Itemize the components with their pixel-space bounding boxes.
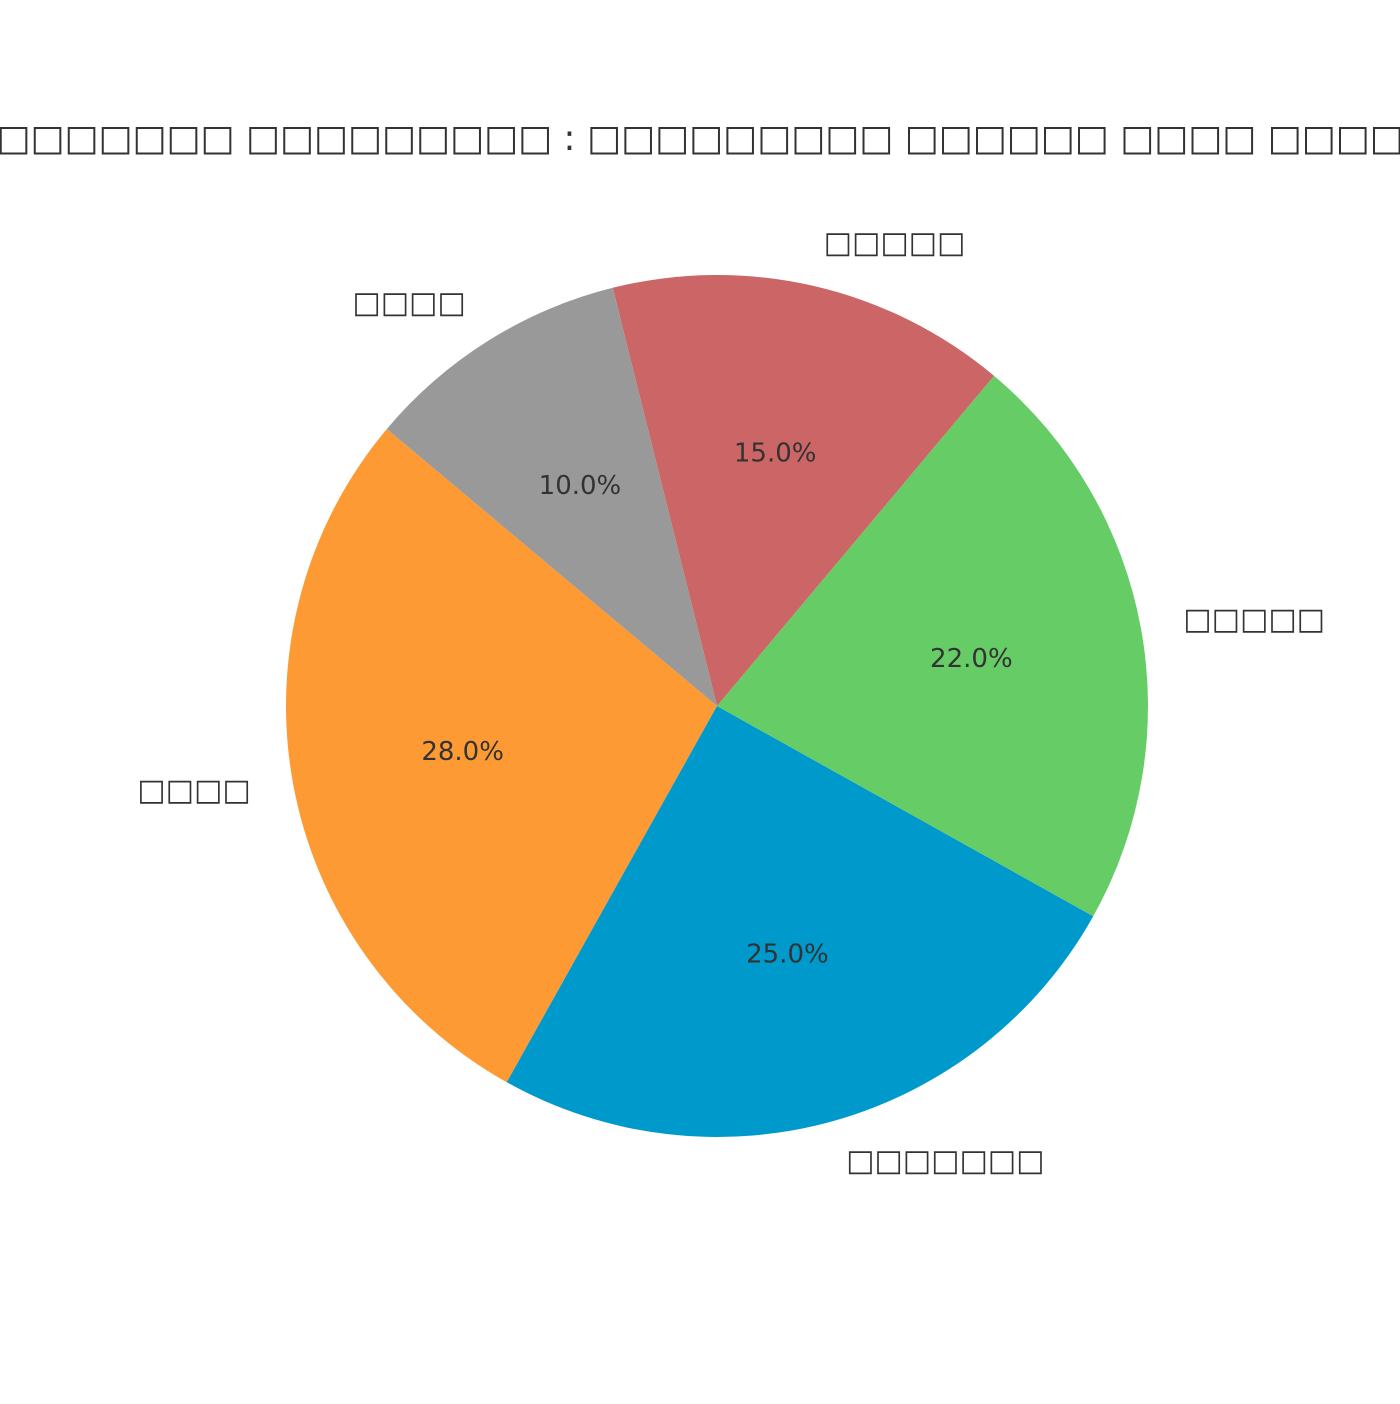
pie-slice <box>386 287 717 706</box>
slice-label: □□□□ <box>137 773 250 808</box>
value-label: 10.0% <box>539 471 622 501</box>
pie-slice <box>717 375 1148 917</box>
value-label: 15.0% <box>734 439 817 469</box>
pie-slice <box>506 706 1094 1137</box>
pie-slice <box>612 275 995 706</box>
value-label: 25.0% <box>746 939 829 969</box>
chart-title: □□□□□□□ □□□□□□□□□ : □□□□□□□□□ □□□□□□ □□□… <box>0 118 1400 159</box>
slice-label: □□□□□□□ <box>846 1144 1044 1179</box>
slice-label: □□□□□ <box>1183 602 1325 637</box>
pie-slice <box>285 428 717 1083</box>
value-label: 28.0% <box>421 737 504 767</box>
slice-label: □□□□ <box>352 285 465 320</box>
slice-label: □□□□□ <box>824 226 966 261</box>
value-label: 22.0% <box>930 644 1013 674</box>
